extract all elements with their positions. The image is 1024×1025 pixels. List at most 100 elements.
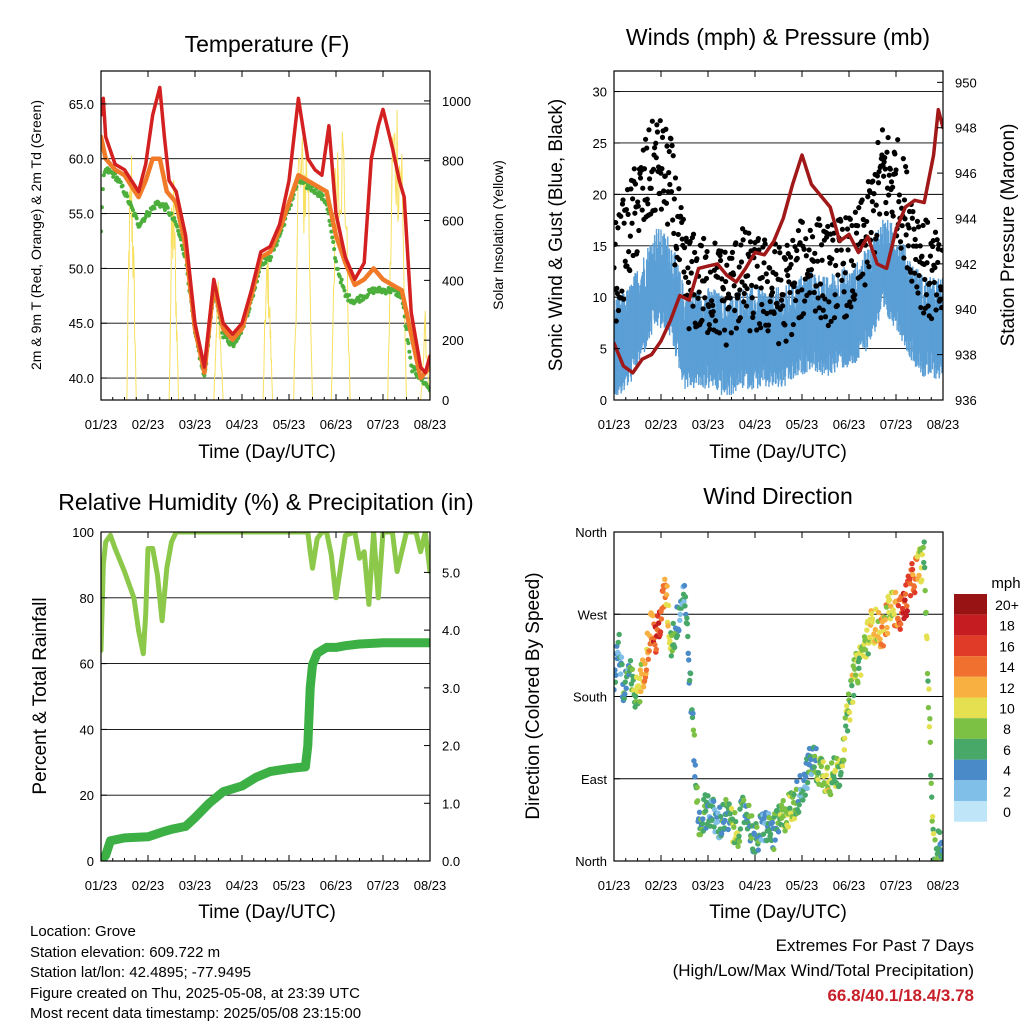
direction-point — [771, 846, 777, 852]
direction-point — [865, 651, 871, 657]
direction-point — [858, 672, 864, 678]
direction-point — [891, 611, 897, 617]
gust-point — [794, 247, 800, 254]
direction-point — [923, 609, 929, 616]
direction-point — [754, 824, 760, 830]
direction-point — [904, 608, 910, 614]
dewpoint-point — [147, 211, 152, 216]
gust-point — [668, 136, 674, 142]
dewpoint-point — [269, 255, 274, 260]
gust-point — [773, 271, 779, 277]
gust-point — [671, 196, 677, 202]
gust-point — [896, 192, 902, 198]
gust-point — [816, 305, 822, 311]
direction-xtick-label: 01/23 — [598, 878, 631, 893]
gust-point — [652, 207, 658, 213]
gust-point — [883, 199, 889, 206]
direction-left-ytick-label: South — [573, 690, 607, 705]
gust-point — [765, 328, 771, 334]
direction-point — [791, 791, 797, 798]
direction-point — [685, 633, 691, 640]
humidity-xtick-label: 03/23 — [179, 878, 212, 893]
precip-right-ytick-label: 5.0 — [442, 565, 460, 580]
gust-point — [679, 236, 685, 242]
gust-point — [699, 317, 705, 323]
temperature-xtick-label: 06/23 — [320, 417, 353, 432]
direction-point — [733, 818, 739, 825]
gust-point — [650, 166, 657, 172]
gust-point — [614, 265, 617, 271]
dewpoint-point — [172, 216, 177, 221]
direction-point — [676, 627, 682, 634]
gust-point — [921, 310, 927, 316]
gust-point — [842, 270, 848, 276]
gust-point — [717, 257, 724, 264]
gust-point — [641, 166, 648, 172]
gust-point — [747, 239, 754, 245]
direction-point — [841, 747, 847, 753]
speed-legend-swatch — [954, 780, 987, 801]
direction-point — [797, 773, 803, 779]
gust-point — [892, 151, 898, 157]
gust-point — [745, 273, 751, 279]
wind-pressure-panel: Winds (mph) & Pressure (mb) 01/23 02/23 03… — [546, 24, 1019, 463]
temperature-panel: Temperature (F) 01/23 02/23 03/23 04/23 05/2… — [28, 31, 506, 463]
gust-point — [712, 240, 718, 246]
gust-point — [746, 230, 752, 236]
direction-point — [760, 831, 767, 837]
gust-point — [915, 224, 922, 230]
gust-point — [707, 326, 713, 332]
gust-point — [834, 303, 840, 309]
direction-point — [652, 642, 658, 648]
temperature-xtick-label: 02/23 — [132, 417, 165, 432]
direction-point — [748, 835, 754, 841]
direction-point — [640, 684, 647, 690]
gust-point — [685, 265, 691, 271]
gust-point — [815, 295, 821, 301]
gust-point — [627, 267, 633, 274]
gust-point — [899, 223, 905, 229]
pressure-right-ytick-label: 938 — [955, 348, 977, 363]
gust-point — [764, 310, 770, 317]
speed-legend-swatch — [954, 656, 987, 677]
gust-point — [683, 274, 689, 280]
direction-point — [879, 624, 885, 630]
direction-point — [929, 794, 935, 800]
dewpoint-point — [143, 216, 148, 221]
gust-point — [727, 295, 733, 301]
gust-point — [809, 234, 816, 240]
direction-point — [670, 620, 676, 627]
direction-point — [846, 709, 853, 715]
direction-point — [872, 626, 879, 633]
gust-point — [913, 243, 919, 249]
gust-point — [925, 303, 931, 309]
gust-point — [801, 246, 807, 252]
humidity-left-ytick-label: 100 — [72, 525, 94, 540]
gust-point — [913, 256, 919, 263]
direction-point — [926, 686, 932, 692]
gust-point — [923, 292, 930, 298]
dewpoint-point — [101, 187, 105, 192]
gust-point — [729, 249, 736, 256]
speed-legend-swatch — [954, 676, 987, 698]
gust-point — [912, 236, 918, 243]
temperature-xtick-label: 07/23 — [367, 417, 400, 432]
dewpoint-point — [263, 260, 268, 265]
direction-point — [875, 609, 882, 616]
gust-point — [870, 208, 877, 214]
direction-point — [815, 776, 821, 783]
direction-point — [850, 699, 856, 705]
gust-point — [666, 170, 672, 176]
gust-point — [912, 270, 918, 276]
direction-point — [696, 809, 703, 816]
temperature-title: Temperature (F) — [185, 31, 350, 57]
gust-point — [680, 216, 686, 222]
gust-point — [754, 327, 760, 333]
temperature-left-ytick-label: 50.0 — [69, 261, 94, 276]
gust-point — [721, 298, 727, 304]
gust-point — [698, 243, 705, 249]
dewpoint-point — [335, 266, 340, 271]
gust-point — [754, 263, 760, 269]
gust-point — [902, 163, 909, 170]
gust-point — [762, 241, 768, 247]
